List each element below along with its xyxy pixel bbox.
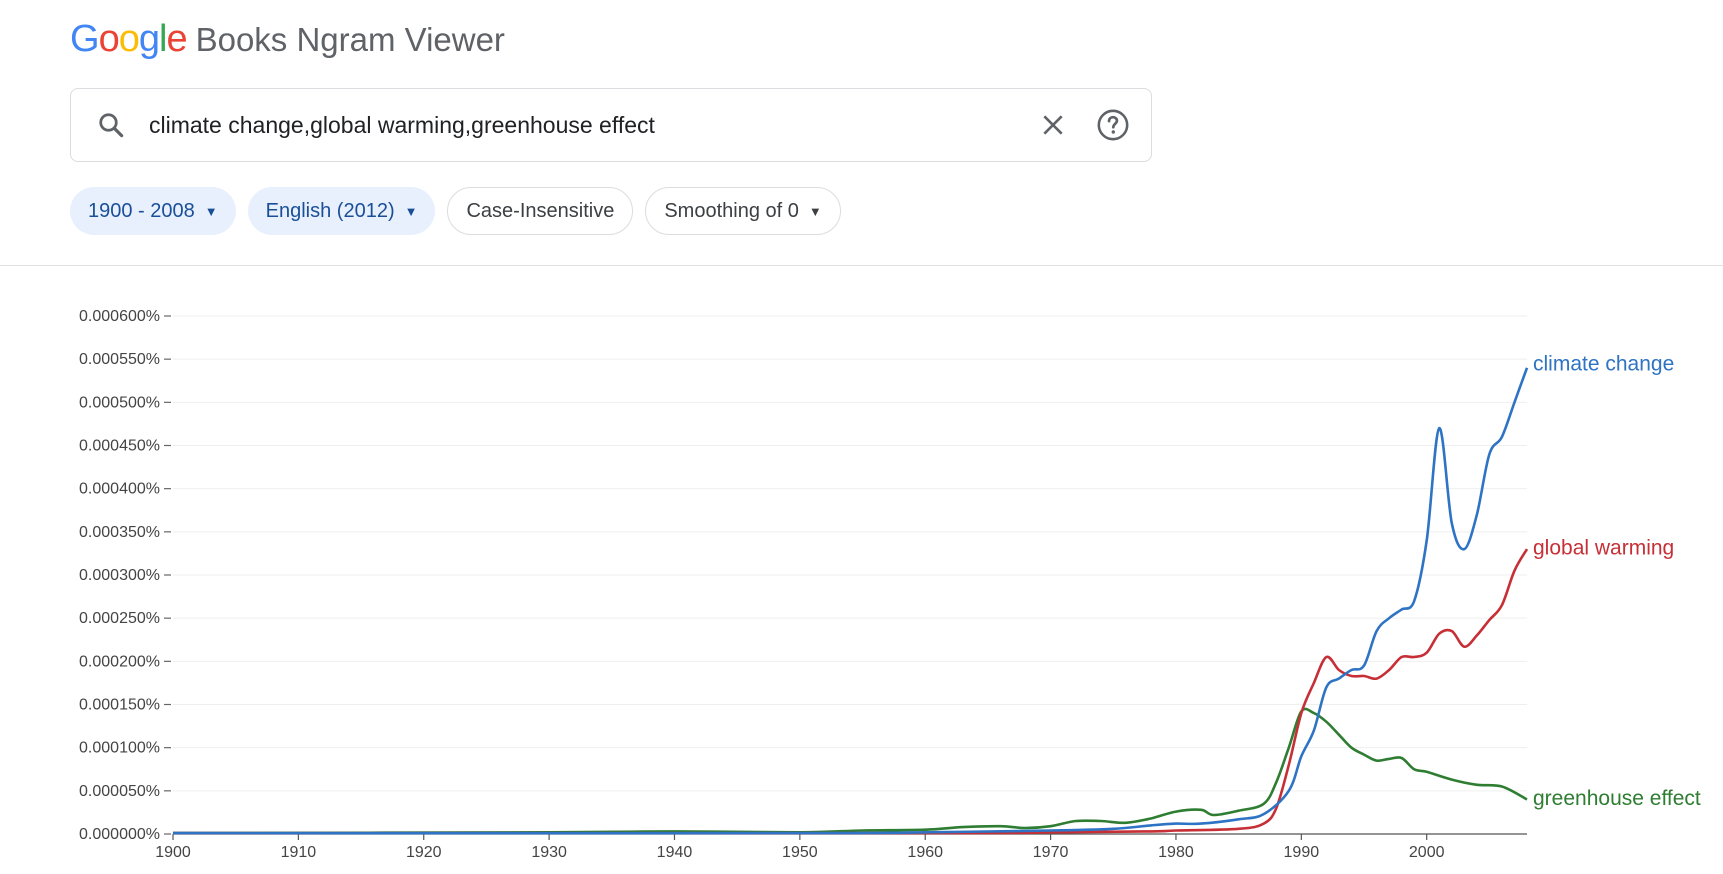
y-tick-label: 0.000100%: [79, 740, 160, 757]
y-tick-label: 0.000350%: [79, 524, 160, 541]
corpus-label: English (2012): [265, 199, 395, 222]
series-label: climate change: [1533, 352, 1674, 375]
y-tick-label: 0.000400%: [79, 481, 160, 498]
y-tick-label: 0.000600%: [79, 308, 160, 325]
x-tick-label: 1930: [531, 844, 567, 861]
logo-letter: g: [138, 18, 160, 60]
google-logo[interactable]: Google: [70, 18, 188, 60]
x-tick-label: 1960: [907, 844, 943, 861]
x-tick-label: 1980: [1158, 844, 1194, 861]
y-tick-label: 0.000550%: [79, 351, 160, 368]
x-tick-label: 1990: [1284, 844, 1320, 861]
y-tick-label: 0.000250%: [79, 610, 160, 627]
corpus-dropdown[interactable]: English (2012) ▼: [247, 187, 436, 235]
x-tick-label: 1970: [1033, 844, 1069, 861]
series-label: greenhouse effect: [1533, 787, 1701, 810]
search-icon[interactable]: [93, 107, 129, 143]
year-range-label: 1900 - 2008: [88, 199, 195, 222]
year-range-dropdown[interactable]: 1900 - 2008 ▼: [70, 187, 236, 235]
y-tick-label: 0.000450%: [79, 438, 160, 455]
divider: [0, 265, 1723, 266]
product-title[interactable]: Books Ngram Viewer: [195, 20, 505, 58]
smoothing-dropdown[interactable]: Smoothing of 0 ▼: [645, 187, 841, 235]
chevron-down-icon: ▼: [204, 203, 218, 219]
close-icon[interactable]: [1033, 105, 1073, 145]
chevron-down-icon: ▼: [404, 203, 418, 219]
case-label: Case-Insensitive: [466, 199, 615, 222]
chart-svg: 0.000000% 0.000050% 0.000100% 0.000150% 0.00…: [79, 308, 1701, 861]
x-tick-label: 1910: [281, 844, 317, 861]
series-line: [172, 367, 1529, 835]
series-line: [172, 548, 1529, 835]
smoothing-label: Smoothing of 0: [664, 199, 799, 222]
chevron-down-icon: ▼: [808, 203, 822, 219]
app-header: Google Books Ngram Viewer: [70, 14, 505, 64]
logo-letter: G: [70, 18, 100, 60]
case-insensitive-toggle[interactable]: Case-Insensitive: [447, 187, 634, 235]
y-tick-label: 0.000500%: [79, 394, 160, 411]
ngram-chart: 0.000000% 0.000050% 0.000100% 0.000150% 0.00…: [0, 266, 1723, 874]
logo-letter: l: [158, 18, 168, 60]
logo-letter: o: [98, 18, 120, 60]
y-tick-label: 0.000150%: [79, 697, 160, 714]
logo-letter: o: [118, 18, 140, 60]
x-tick-label: 1940: [657, 844, 693, 861]
y-tick-label: 0.000200%: [79, 653, 160, 670]
x-tick-label: 2000: [1409, 844, 1445, 861]
x-tick-label: 1900: [155, 844, 191, 861]
search-input[interactable]: [149, 105, 1033, 145]
help-circle-icon[interactable]: [1093, 105, 1133, 145]
series-label: global warming: [1533, 537, 1674, 560]
y-tick-label: 0.000050%: [79, 783, 160, 800]
x-tick-label: 1950: [782, 844, 818, 861]
filter-chips: 1900 - 2008 ▼ English (2012) ▼ Case-Inse…: [70, 187, 841, 235]
x-tick-label: 1920: [406, 844, 442, 861]
search-box[interactable]: [70, 88, 1152, 162]
logo-letter: e: [166, 18, 187, 60]
series-line: [172, 707, 1528, 835]
y-tick-label: 0.000000%: [79, 826, 160, 843]
y-tick-label: 0.000300%: [79, 567, 160, 584]
